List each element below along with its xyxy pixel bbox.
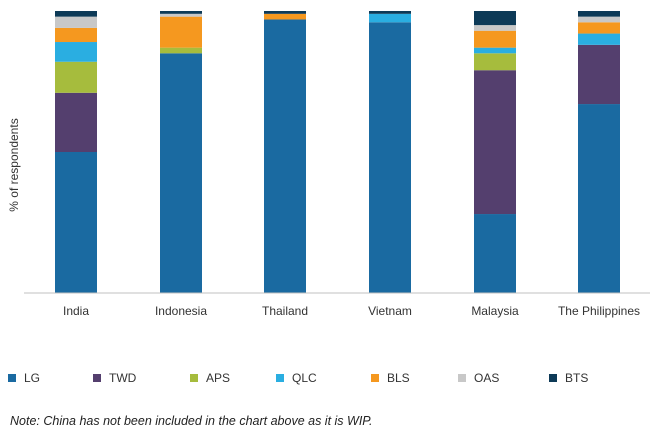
bar-segment-bts-5: [578, 11, 620, 17]
x-tick-label: Indonesia: [155, 304, 207, 318]
bar-segment-oas-4: [474, 25, 516, 31]
bar-segment-twd-4: [474, 70, 516, 215]
bar-segment-bts-4: [474, 11, 516, 26]
legend-swatch: [549, 374, 557, 382]
legend-swatch: [93, 374, 101, 382]
legend-item-oas: OAS: [458, 370, 499, 386]
bar-segment-bts-1: [160, 11, 202, 14]
footnote: Note: China has not been included in the…: [10, 414, 373, 428]
bar-segment-aps-1: [160, 47, 202, 54]
legend-label: TWD: [109, 371, 137, 385]
bar-segment-qlc-4: [474, 47, 516, 54]
bar-segment-aps-0: [55, 61, 97, 93]
legend-label: LG: [24, 371, 41, 385]
legend-item-lg: LG: [8, 370, 40, 386]
legend-item-bls: BLS: [371, 370, 410, 386]
legend-label: QLC: [292, 371, 317, 385]
x-tick-label: Malaysia: [471, 304, 519, 318]
bar-segment-oas-0: [55, 16, 97, 28]
bar-segment-bts-0: [55, 11, 97, 17]
legend-item-qlc: QLC: [276, 370, 317, 386]
bar-segment-oas-5: [578, 16, 620, 23]
bar-segment-bls-5: [578, 22, 620, 34]
bar-segment-lg-0: [55, 152, 97, 293]
bar-segment-bls-0: [55, 27, 97, 43]
y-axis-label: % of respondents: [4, 118, 24, 211]
legend-swatch: [371, 374, 379, 382]
legend-swatch: [190, 374, 198, 382]
bar-segment-bls-4: [474, 30, 516, 48]
bar-segment-lg-3: [369, 22, 411, 294]
bar-segment-oas-1: [160, 13, 202, 17]
x-tick-label: Thailand: [262, 304, 308, 318]
legend-swatch: [8, 374, 16, 382]
bar-segment-qlc-3: [369, 13, 411, 23]
bar-segment-lg-5: [578, 104, 620, 293]
x-tick-labels: India Indonesia Thailand Vietnam Malaysia The…: [63, 304, 640, 318]
bar-segment-bls-1: [160, 16, 202, 48]
bar-segment-bls-2: [264, 13, 306, 20]
bar-segment-twd-5: [578, 44, 620, 105]
bar-segment-lg-1: [160, 53, 202, 293]
x-tick-label: Vietnam: [368, 304, 412, 318]
bar-segment-bts-3: [369, 11, 411, 14]
legend-label: BLS: [387, 371, 410, 385]
bar-segment-twd-0: [55, 92, 97, 152]
legend-item-twd: TWD: [93, 370, 136, 386]
bar-segment-qlc-5: [578, 33, 620, 45]
legend-swatch: [458, 374, 466, 382]
bar-segment-lg-4: [474, 214, 516, 293]
legend-label: BTS: [565, 371, 589, 385]
legend-item-aps: APS: [190, 370, 230, 386]
bar-segment-aps-4: [474, 53, 516, 71]
bar-segment-lg-2: [264, 19, 306, 294]
bar-segment-bts-2: [264, 11, 306, 14]
legend: LG TWD APS QLC BLS OAS BTS: [8, 370, 648, 386]
x-tick-label: The Philippines: [558, 304, 640, 318]
y-axis-label-text: % of respondents: [7, 118, 21, 212]
bar-segment-qlc-0: [55, 42, 97, 62]
legend-swatch: [276, 374, 284, 382]
legend-item-bts: BTS: [549, 370, 588, 386]
legend-label: OAS: [474, 371, 500, 385]
legend-label: APS: [206, 371, 231, 385]
bars-group: [55, 11, 620, 294]
x-tick-label: India: [63, 304, 89, 318]
